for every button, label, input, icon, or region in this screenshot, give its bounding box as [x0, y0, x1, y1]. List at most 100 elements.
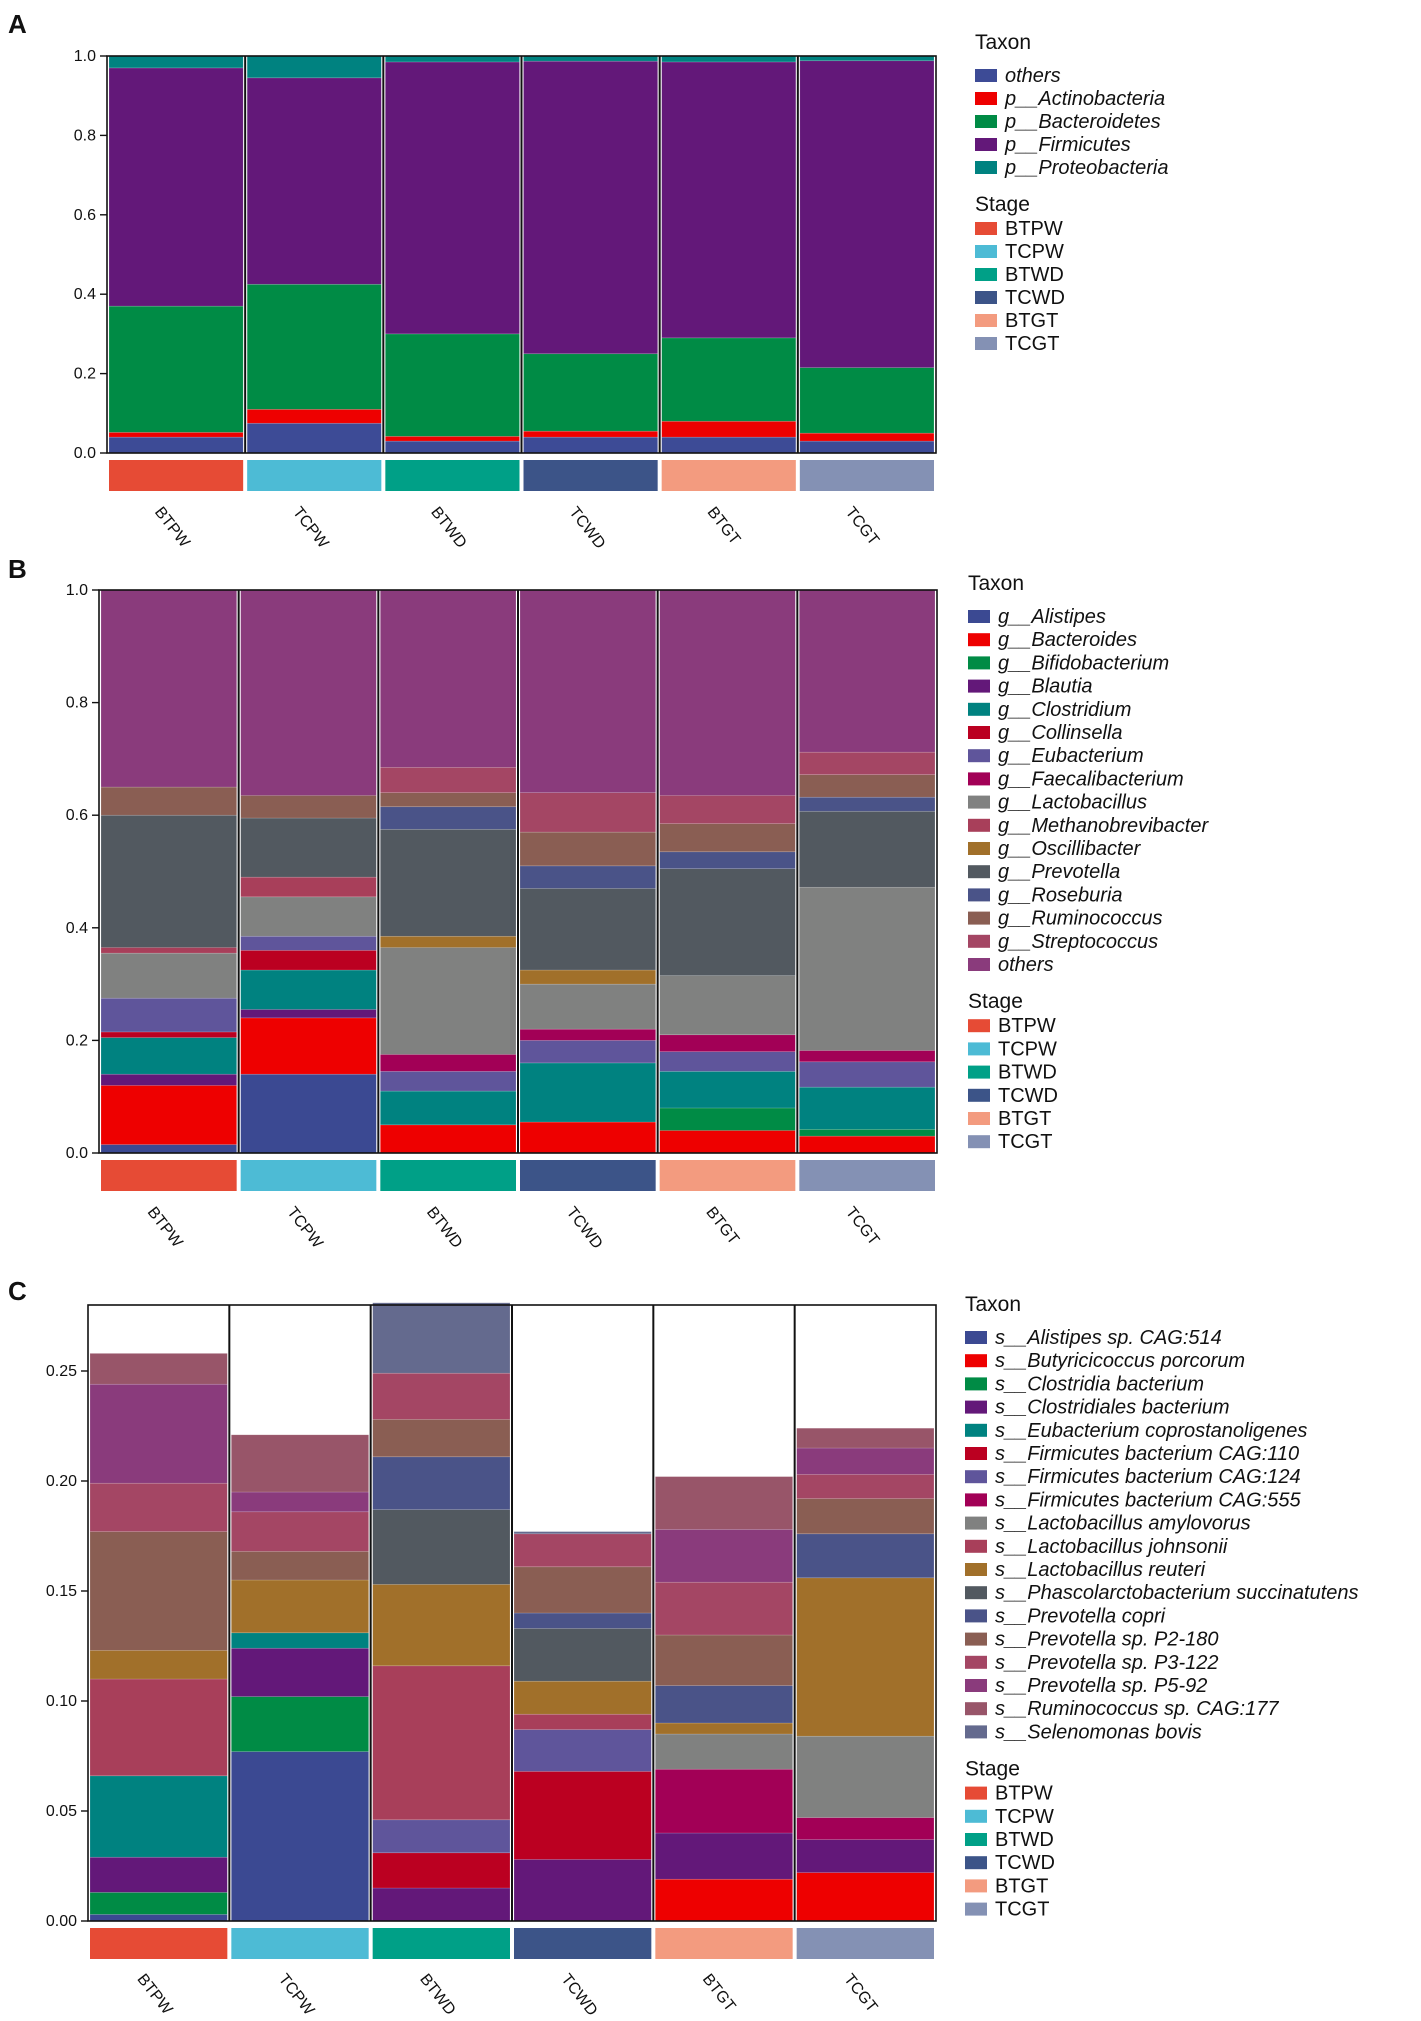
bar-segment-C-BTPW-s3 — [89, 1892, 228, 1915]
bar-segment-B-BTPW-g__Ruminococcus — [100, 786, 237, 816]
bar-segment-B-TCGT-g__Clostridium — [799, 1086, 936, 1130]
bar-segment-B-BTPW-g__Prevotella — [100, 814, 237, 948]
legend-label-C-s7: s__Firmicutes bacterium CAG:124 — [995, 1466, 1301, 1488]
legend-swatch-A-p__Bacteroidetes — [975, 115, 997, 128]
legend-label-A-others: others — [1005, 65, 1061, 87]
bar-segment-A-TCWD-p__Bacteroidetes — [523, 353, 658, 432]
stage-strip-B-TCWD — [520, 1160, 656, 1191]
stage-label-A-BTWD: BTWD — [1005, 264, 1064, 286]
stage-label-B-TCPW: TCPW — [998, 1038, 1057, 1060]
legend-title-stage-C: Stage — [965, 1758, 1020, 1781]
stage-label-B-BTGT: BTGT — [998, 1108, 1051, 1130]
legend-swatch-B-g__Clostridium — [968, 702, 990, 716]
legend-label-B-g__Alistipes: g__Alistipes — [998, 606, 1106, 628]
category-label-B-TCGT: TCGT — [842, 1204, 882, 1249]
bar-segment-C-TCPW-s16 — [231, 1491, 369, 1513]
bar-segment-C-TCPW-s3 — [231, 1696, 369, 1752]
bar-segment-B-BTWD-g__Bacteroides — [380, 1124, 517, 1154]
stage-swatch-A-BTWD — [975, 268, 997, 281]
stage-strip-C-TCGT — [796, 1928, 934, 1959]
bar-segment-A-BTWD-p__Firmicutes — [385, 61, 520, 335]
legend-label-C-s1: s__Alistipes sp. CAG:514 — [995, 1327, 1222, 1349]
bar-segment-B-BTGT-g__Bifidobacterium — [659, 1107, 796, 1131]
bar-segment-A-BTPW-p__Proteobacteria — [108, 55, 244, 69]
legend-label-B-g__Ruminococcus: g__Ruminococcus — [998, 908, 1163, 930]
stage-swatch-A-TCWD — [975, 291, 997, 304]
bar-segment-C-TCGT-s16 — [796, 1447, 935, 1475]
bar-segment-A-TCGT-others — [799, 440, 935, 454]
legend-label-A-p__Actinobacteria: p__Actinobacteria — [1004, 88, 1165, 110]
stage-swatch-B-BTWD — [968, 1065, 990, 1079]
bar-segment-C-TCWD-s13 — [513, 1612, 652, 1629]
legend-swatch-C-s3 — [965, 1377, 987, 1391]
bar-segment-B-TCWD-g__Eubacterium — [519, 1040, 656, 1064]
bar-segment-B-TCGT-g__Roseburia — [799, 796, 936, 812]
legend-swatch-B-g__Collinsella — [968, 726, 990, 739]
legend-title-stage-B: Stage — [968, 990, 1023, 1013]
bar-segment-B-TCPW-g__Eubacterium — [240, 935, 377, 951]
bar-segment-C-BTPW-s5 — [89, 1775, 228, 1858]
bar-segment-B-TCPW-g__Lactobacillus — [240, 896, 377, 937]
legend-label-B-g__Collinsella: g__Collinsella — [998, 722, 1123, 744]
bar-segment-C-BTGT-s15 — [655, 1581, 793, 1636]
bar-segment-C-TCPW-s1 — [231, 1751, 369, 1922]
bar-segment-C-BTPW-s11 — [89, 1650, 228, 1680]
stage-swatch-B-TCPW — [968, 1042, 990, 1056]
bar-segment-B-TCPW-g__Ruminococcus — [240, 795, 377, 819]
stage-label-A-BTPW: BTPW — [1005, 218, 1063, 240]
bar-segment-C-TCWD-s4 — [513, 1859, 652, 1922]
bar-segment-B-TCGT-g__Bifidobacterium — [799, 1129, 936, 1137]
stage-strip-B-BTPW — [101, 1160, 237, 1191]
bar-segment-B-TCGT-g__Eubacterium — [799, 1061, 936, 1088]
stage-swatch-C-TCPW — [965, 1809, 987, 1823]
legend-label-C-s16: s__Prevotella sp. P5-92 — [995, 1675, 1207, 1697]
bar-segment-B-TCWD-g__Lactobacillus — [519, 983, 656, 1030]
bar-segment-C-BTWD-s4 — [372, 1887, 511, 1922]
legend-title-taxon-B: Taxon — [968, 572, 1024, 595]
bar-segment-C-TCPW-s17 — [231, 1434, 369, 1493]
legend-swatch-C-s17 — [965, 1702, 987, 1716]
legend-swatch-C-s7 — [965, 1470, 987, 1484]
stage-swatch-B-TCGT — [968, 1135, 990, 1149]
bar-segment-B-BTGT-g__Faecalibacterium — [659, 1034, 796, 1052]
legend-label-B-g__others: others — [998, 954, 1054, 976]
stage-swatch-A-TCGT — [975, 337, 997, 350]
bar-segment-C-BTWD-s10 — [372, 1665, 511, 1821]
bar-segment-B-TCPW-g__others — [240, 589, 377, 796]
legend-swatch-B-g__Blautia — [968, 679, 990, 693]
legend-label-B-g__Blautia: g__Blautia — [998, 676, 1093, 698]
bar-segment-C-TCPW-s14 — [231, 1551, 369, 1581]
bar-segment-C-BTGT-s8 — [655, 1768, 793, 1834]
category-label-C-TCWD: TCWD — [558, 1971, 601, 2019]
bar-segment-A-TCGT-p__Bacteroidetes — [799, 367, 935, 434]
legend-label-A-p__Proteobacteria: p__Proteobacteria — [1004, 157, 1168, 179]
legend-label-C-s17: s__Ruminococcus sp. CAG:177 — [995, 1698, 1279, 1720]
category-label-A-BTWD: BTWD — [427, 504, 469, 552]
bar-segment-B-BTGT-g__Streptococcus — [659, 795, 796, 824]
y-tick-label-B-2: 0.4 — [66, 920, 88, 937]
bar-segment-C-TCPW-s11 — [231, 1579, 369, 1634]
legend-label-A-p__Firmicutes: p__Firmicutes — [1004, 134, 1131, 156]
legend-swatch-B-g__others — [968, 958, 990, 971]
bar-segment-B-BTPW-g__Blautia — [100, 1073, 237, 1086]
bar-segment-C-BTPW-s17 — [89, 1353, 228, 1385]
bar-segment-B-BTGT-g__others — [659, 589, 796, 796]
stage-swatch-B-TCWD — [968, 1088, 990, 1102]
bar-segment-C-TCWD-s15 — [513, 1533, 652, 1568]
bar-segment-B-TCPW-g__Clostridium — [240, 969, 377, 1010]
bar-segment-B-BTWD-g__Eubacterium — [380, 1071, 517, 1092]
bar-segment-B-TCWD-g__Prevotella — [519, 888, 656, 971]
bar-segment-B-TCPW-g__Blautia — [240, 1009, 377, 1019]
bar-segment-B-TCPW-g__Bacteroides — [240, 1017, 377, 1075]
bar-segment-B-BTPW-g__Bacteroides — [100, 1085, 237, 1145]
stage-swatch-A-BTPW — [975, 222, 997, 235]
bar-segment-B-TCGT-g__Streptococcus — [799, 751, 936, 775]
bar-segment-B-TCGT-g__Faecalibacterium — [799, 1050, 936, 1063]
legend-label-B-g__Faecalibacterium: g__Faecalibacterium — [998, 768, 1184, 790]
y-tick-label-B-0: 0.0 — [66, 1145, 88, 1162]
bar-segment-B-BTWD-g__Lactobacillus — [380, 947, 517, 1055]
stage-label-C-BTPW: BTPW — [995, 1783, 1053, 1805]
bar-segment-B-TCGT-g__others — [799, 589, 936, 753]
category-label-A-BTPW: BTPW — [151, 504, 193, 552]
legend-swatch-B-g__Ruminococcus — [968, 911, 990, 925]
